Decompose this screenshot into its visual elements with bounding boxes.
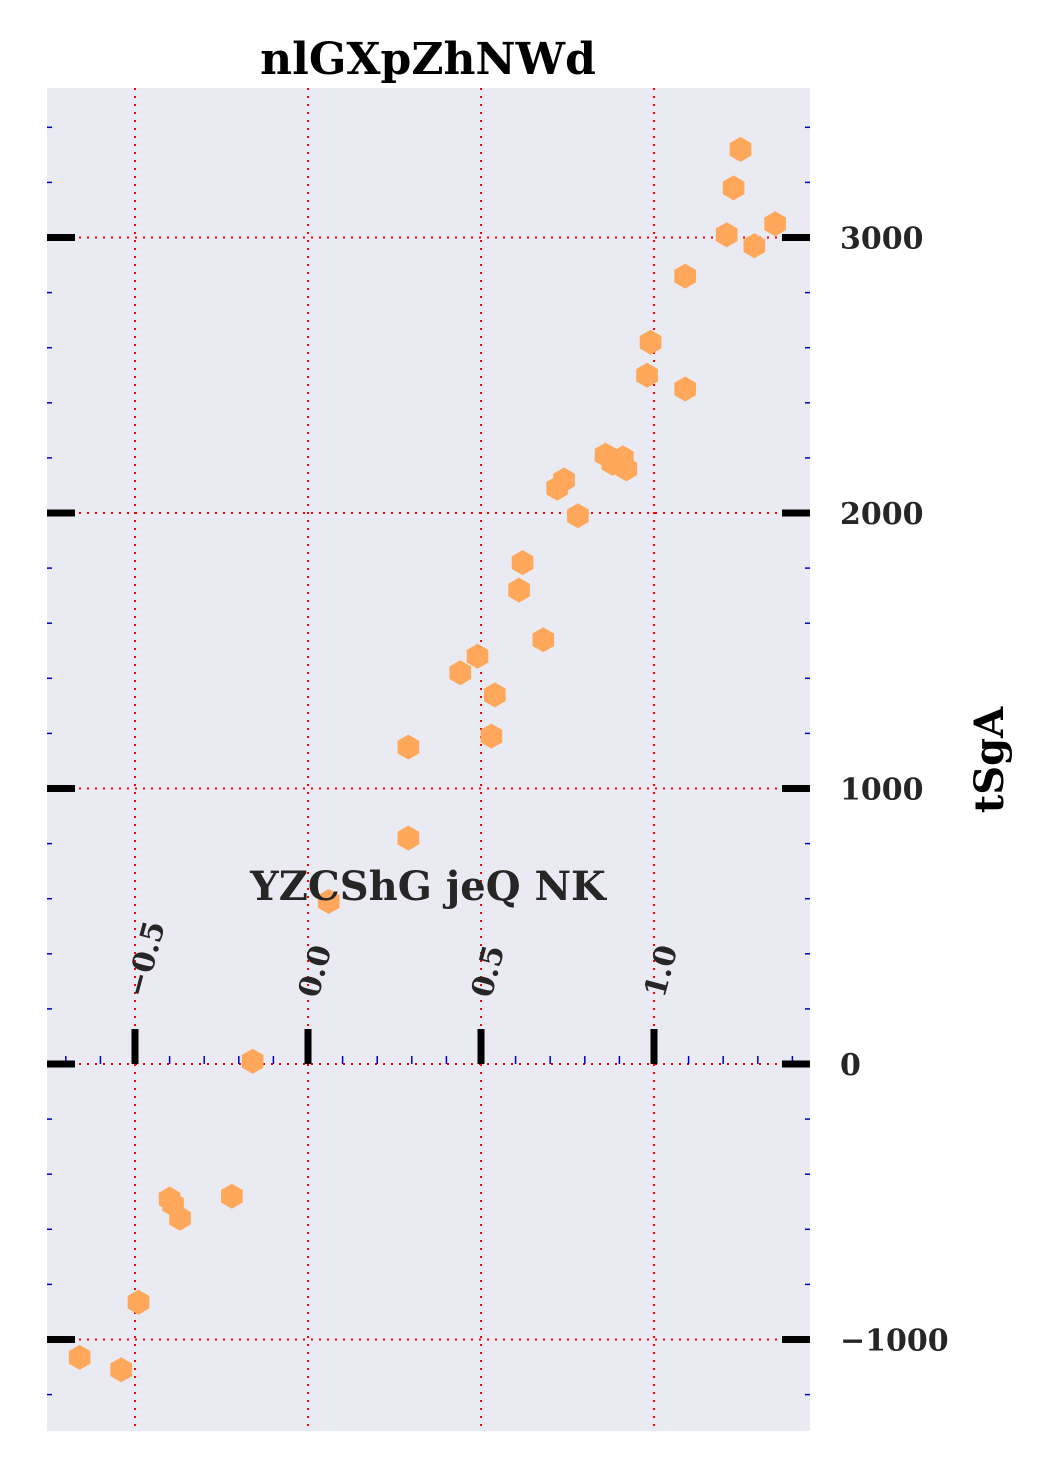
data-point [639,329,662,355]
data-point [169,1205,191,1231]
data-point [397,825,420,851]
y-tick-label: 3000 [840,222,924,257]
data-point [508,577,530,603]
data-point [553,467,575,493]
y-tick-label: −1000 [840,1324,949,1359]
data-point [241,1048,264,1074]
data-point [615,456,638,482]
y-axis-label: tSgA [966,706,1013,813]
major-ticks [47,234,810,1343]
data-point [397,734,420,760]
data-point [729,136,752,162]
data-point [743,233,766,259]
y-tick-label: 2000 [840,497,924,532]
data-point [484,682,506,708]
data-point [567,503,589,529]
data-point [674,263,696,289]
data-point [636,362,658,388]
y-tick-labels: −1000 0 1000 2000 3000 [840,222,949,1359]
y-tick-label: 0 [840,1048,861,1083]
data-point [674,376,696,402]
plot-background [47,88,810,1431]
data-point [68,1344,91,1370]
data-point [466,643,489,669]
chart-title: nlGXpZhNWd [260,34,596,85]
x-axis-label: YZCShG jeQ NK [249,863,607,910]
data-point [764,211,786,237]
y-tick-label: 1000 [840,773,924,808]
data-point [532,627,555,653]
data-point [317,888,340,914]
data-point [127,1289,150,1315]
data-point [511,550,534,576]
data-point [221,1183,243,1209]
data-point [722,175,745,201]
data-point [480,723,503,749]
data-point [110,1357,132,1383]
data-point [715,222,738,248]
data-point [449,660,472,686]
data-points [68,136,786,1383]
